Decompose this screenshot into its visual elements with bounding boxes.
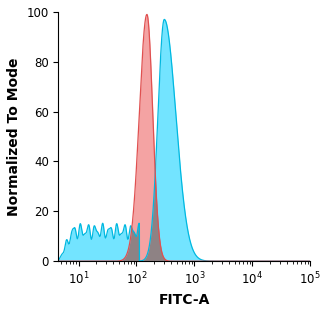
Y-axis label: Normalized To Mode: Normalized To Mode xyxy=(7,57,21,216)
X-axis label: FITC-A: FITC-A xyxy=(159,293,210,307)
